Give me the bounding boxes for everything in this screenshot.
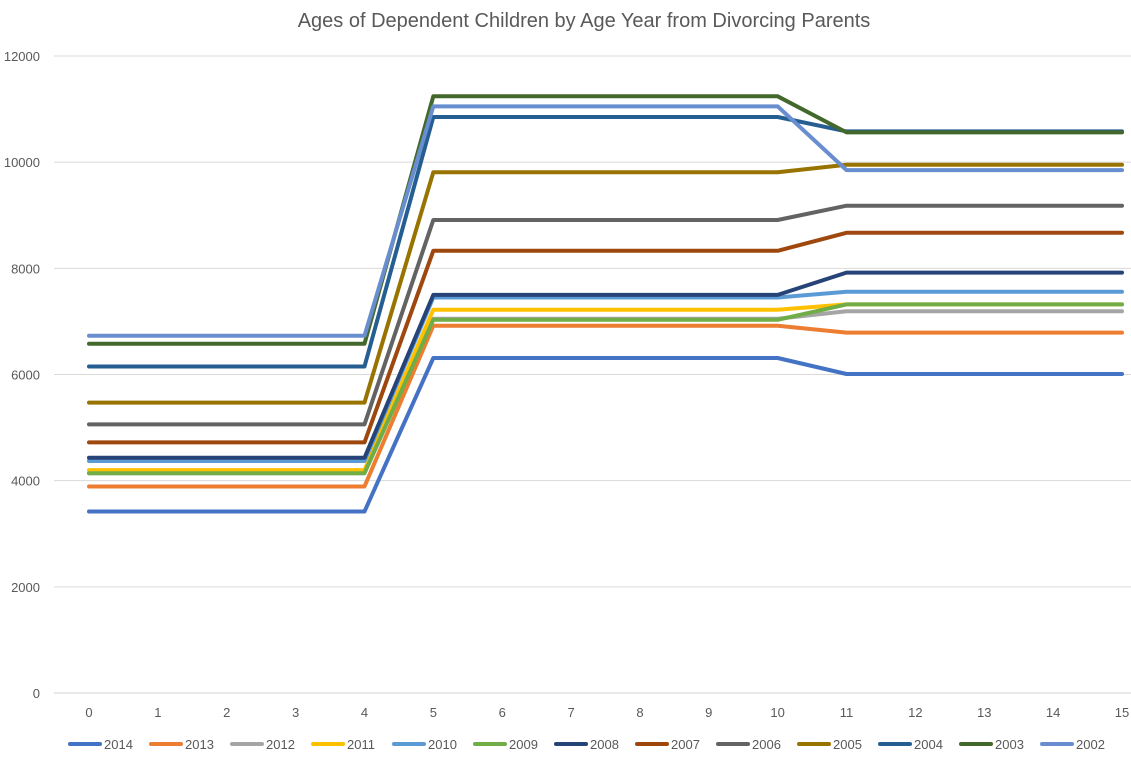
x-tick-label: 4 [361,705,368,720]
series-line-2004 [87,115,1124,369]
x-tick-label: 1 [154,705,161,720]
x-tick-label: 0 [85,705,92,720]
legend-label-2006: 2006 [752,737,781,752]
x-tick-label: 12 [908,705,922,720]
legend-label-2011: 2011 [347,737,375,752]
legend-label-2008: 2008 [590,737,619,752]
x-tick-label: 7 [567,705,574,720]
series-line-2008 [87,270,1124,460]
y-tick-label: 6000 [11,368,40,383]
series-line-2007 [87,230,1124,445]
series-line-2009 [87,302,1124,476]
legend-label-2013: 2013 [185,737,214,752]
legend-label-2002: 2002 [1076,737,1105,752]
legend-label-2005: 2005 [833,737,862,752]
series-line-2003 [87,94,1124,346]
series-line-2006 [87,203,1124,427]
x-tick-label: 8 [636,705,643,720]
x-tick-label: 13 [977,705,991,720]
legend-label-2003: 2003 [995,737,1024,752]
y-tick-label: 8000 [11,261,40,276]
x-tick-label: 14 [1046,705,1060,720]
series-line-2014 [87,356,1124,514]
x-tick-label: 2 [223,705,230,720]
x-tick-label: 6 [499,705,506,720]
x-tick-label: 10 [770,705,784,720]
x-tick-label: 9 [705,705,712,720]
series-line-2005 [87,162,1124,405]
series-line-2011 [87,302,1124,473]
y-tick-label: 12000 [4,49,40,64]
legend-label-2004: 2004 [914,737,943,752]
x-tick-label: 5 [430,705,437,720]
y-tick-label: 0 [33,686,40,701]
x-tick-label: 3 [292,705,299,720]
series-line-2013 [87,323,1124,489]
legend-label-2007: 2007 [671,737,700,752]
x-tick-label: 11 [840,705,854,720]
series-line-2002 [87,104,1124,338]
y-tick-label: 10000 [4,155,40,170]
y-tick-label: 4000 [11,474,40,489]
legend-label-2014: 2014 [104,737,133,752]
legend-label-2010: 2010 [428,737,457,752]
legend-label-2009: 2009 [509,737,538,752]
y-tick-label: 2000 [11,580,40,595]
series-line-2010 [87,289,1124,463]
chart-title: Ages of Dependent Children by Age Year f… [297,10,871,32]
legend-label-2012: 2012 [266,737,295,752]
x-tick-label: 15 [1115,705,1129,720]
